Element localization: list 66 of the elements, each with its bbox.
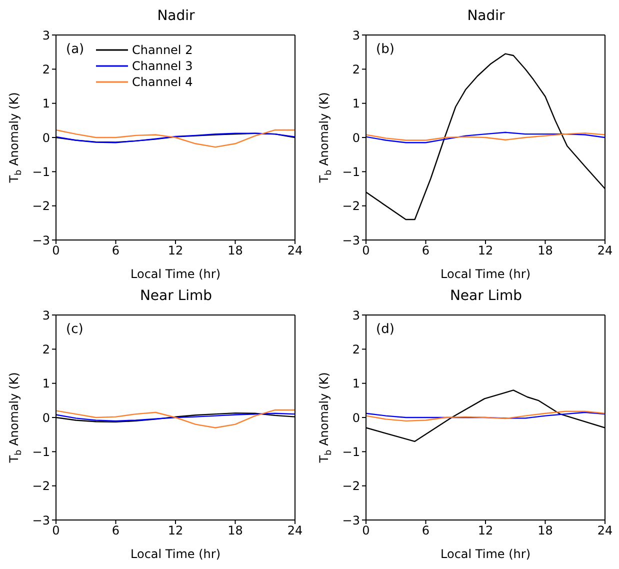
y-tick-label: 2 [42,342,50,356]
y-tick-label: −1 [342,444,360,459]
y-tick-label: −3 [32,233,50,248]
y-tick-label: −3 [342,513,360,528]
x-tick-label: 24 [287,244,303,258]
line-series [366,132,605,144]
x-tick-label: 6 [112,524,120,538]
line-series [366,132,605,141]
y-tick-label: −1 [32,164,50,179]
y-tick-label: 1 [42,376,50,391]
x-axis-title: Local Time (hr) [130,267,220,281]
x-tick-label: 6 [112,244,120,258]
y-tick-label: −3 [342,233,360,248]
x-tick-label: 18 [538,524,553,538]
annotation: (c) [66,322,84,337]
y-tick-label: 0 [352,130,360,145]
legend-label: Channel 2 [132,43,193,57]
legend-label: Channel 4 [132,75,193,89]
x-tick-label: 6 [422,244,430,258]
y-tick-label: 1 [42,96,50,111]
x-tick-label: 0 [52,524,60,538]
annotation: (a) [66,42,84,57]
x-axis-title: Local Time (hr) [130,547,220,561]
x-tick-label: 0 [52,244,60,258]
y-tick-label: −2 [342,199,360,214]
y-tick-label: −1 [32,444,50,459]
line-series [366,410,605,422]
x-tick-label: 12 [168,524,184,538]
y-tick-label: 0 [352,410,360,425]
chart-title: Near Limb [448,288,524,304]
x-tick-label: 0 [362,524,370,538]
y-tick-label: 2 [352,62,360,76]
x-tick-label: 6 [422,524,430,538]
y-tick-label: 3 [352,28,360,42]
y-tick-label: 1 [352,376,360,391]
x-tick-label: 12 [478,244,494,258]
x-tick-label: 24 [287,524,303,538]
y-tick-label: −2 [32,199,50,214]
chart-title: Nadir [156,8,196,24]
x-tick-label: 24 [597,524,613,538]
x-tick-label: 12 [168,244,184,258]
x-tick-label: 24 [597,244,613,258]
x-tick-label: 12 [478,524,494,538]
chart-title: Nadir [466,8,506,24]
legend-label: Channel 3 [132,59,193,73]
x-axis-title: Local Time (hr) [440,267,530,281]
y-tick-label: 3 [42,28,50,42]
x-tick-label: 18 [228,524,243,538]
annotation: (d) [376,322,394,337]
y-tick-label: −1 [342,164,360,179]
y-tick-label: 0 [42,130,50,145]
x-tick-label: 18 [228,244,243,258]
y-tick-label: −2 [342,479,360,494]
x-tick-label: 0 [362,244,370,258]
annotation: (b) [376,42,394,57]
y-tick-label: 0 [42,410,50,425]
x-axis-title: Local Time (hr) [440,547,530,561]
y-tick-label: −3 [32,513,50,528]
y-tick-label: 3 [42,308,50,322]
y-tick-label: 3 [352,308,360,322]
y-tick-label: −2 [32,479,50,494]
y-tick-label: 2 [42,62,50,76]
x-tick-label: 18 [538,244,553,258]
y-tick-label: 1 [352,96,360,111]
y-tick-label: 2 [352,342,360,356]
chart-title: Near Limb [138,288,214,304]
